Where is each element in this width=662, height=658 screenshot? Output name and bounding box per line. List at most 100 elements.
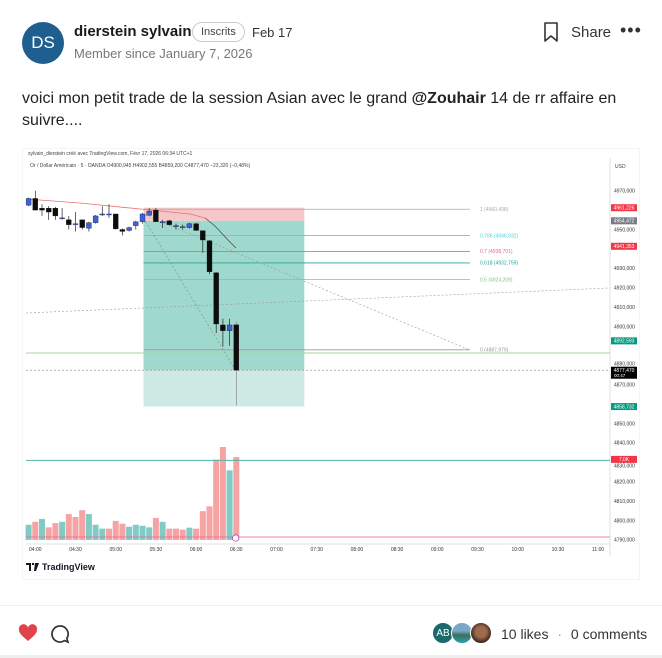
share-button[interactable]: Share: [571, 24, 612, 41]
y-tick-label: 4920,000: [614, 286, 635, 292]
volume-bar: [119, 523, 126, 540]
y-tick-label: 4870,000: [614, 383, 635, 389]
x-tick-label: 05:30: [150, 547, 163, 553]
chart-header-ohlc: Or / Dollar Américain · 5 · OANDA O4900,…: [30, 163, 251, 169]
volume-bar: [146, 527, 153, 540]
volume-bar: [85, 514, 92, 540]
fib-level-label: 0,618 (4932,759): [480, 261, 518, 267]
moving-average-line: [25, 198, 206, 219]
author-avatar[interactable]: DS: [22, 22, 64, 64]
y-tick-label: 4880,000: [614, 362, 635, 368]
position-stop-zone: [143, 207, 305, 221]
y-tick-label: 4810,000: [614, 499, 635, 505]
candle-body: [133, 221, 139, 226]
post-date: Feb 17: [252, 25, 293, 40]
volume-bar: [79, 510, 86, 540]
candle-body: [32, 198, 38, 211]
separator: ·: [557, 626, 563, 642]
x-tick-label: 07:30: [310, 547, 323, 553]
candle-body: [139, 213, 146, 222]
position-profit-zone: [143, 220, 305, 371]
more-options-icon[interactable]: •••: [620, 20, 642, 40]
y-tick-label: 4850,000: [614, 421, 635, 427]
candle-body: [226, 324, 233, 331]
price-label-badge: [611, 403, 637, 411]
x-tick-label: 04:30: [69, 547, 82, 553]
mention-link[interactable]: @Zouhair: [411, 90, 486, 107]
x-tick-label: 11:00: [592, 547, 604, 553]
candle-body: [113, 213, 119, 230]
comment-icon[interactable]: [50, 624, 70, 649]
x-tick-label: 05:00: [109, 547, 122, 553]
tradingview-brand: TradingView: [42, 562, 95, 572]
candle-body: [72, 223, 79, 225]
candle-body: [173, 225, 179, 227]
x-tick-label: 09:00: [431, 547, 444, 553]
volume-bar: [166, 528, 173, 540]
volume-bar: [65, 514, 72, 540]
x-tick-label: 08:00: [351, 547, 364, 553]
y-tick-label: 4970,000: [614, 189, 635, 195]
liker-avatar[interactable]: [470, 622, 492, 644]
chart-image[interactable]: 1 (4960,438) 0,786 (4946,932) 0,7 (4938,70…: [22, 148, 640, 580]
likes-count[interactable]: 10 likes: [501, 626, 549, 642]
candle-body: [66, 219, 72, 225]
y-tick-label: 4950,000: [614, 227, 635, 233]
volume-bar: [52, 523, 59, 540]
price-label: 4858,732: [614, 404, 635, 410]
volume-bar: [72, 516, 79, 540]
volume-bar: [186, 527, 193, 540]
candle-body: [166, 220, 172, 225]
candle-body: [159, 221, 166, 223]
x-tick-label: 07:00: [270, 547, 283, 553]
volume-bar: [25, 524, 32, 540]
fib-level-label: 0,7 (4938,701): [480, 249, 513, 255]
member-since: Member since January 7, 2026: [74, 46, 253, 61]
candle-body: [233, 324, 239, 371]
volume-bar: [152, 517, 159, 540]
candle-body: [106, 213, 112, 216]
price-label-badge: [611, 204, 637, 212]
price-label-badge: [611, 455, 637, 463]
volume-bar: [32, 521, 39, 540]
candle-body: [79, 219, 85, 228]
candle-body: [39, 208, 45, 211]
volume-bar: [219, 447, 226, 540]
volume-bar: [112, 520, 119, 540]
volume-bar: [206, 506, 213, 540]
diagonal-line: [144, 214, 471, 351]
chart-background: [22, 148, 640, 580]
countdown-label: 00:47: [614, 373, 626, 378]
candle-body: [220, 324, 226, 331]
volume-bar: [126, 526, 133, 540]
post-text-after: 14 de rr affaire en suivre....: [22, 90, 617, 129]
author-name[interactable]: dierstein sylvain: [74, 23, 192, 40]
price-label-badge: [611, 366, 637, 379]
candle-body: [213, 272, 219, 325]
volume-bar: [226, 470, 233, 540]
volume-bar: [159, 521, 166, 540]
price-chart[interactable]: 1 (4960,438) 0,786 (4946,932) 0,7 (4938,70…: [22, 148, 640, 580]
volume-bar: [173, 528, 179, 540]
candle-body: [200, 230, 206, 241]
fib-level-label: 0,786 (4946,932): [480, 233, 518, 239]
y-tick-label: 4900,000: [614, 324, 635, 330]
volume-bar: [199, 511, 206, 540]
candle-body: [180, 226, 186, 228]
bookmark-icon[interactable]: [542, 22, 560, 47]
divider: [0, 655, 662, 658]
candle-body: [153, 209, 159, 222]
candle-body: [146, 210, 152, 216]
comments-count[interactable]: 0 comments: [570, 626, 648, 642]
like-heart-icon[interactable]: [18, 624, 38, 647]
tradingview-logo: TradingView: [26, 562, 95, 572]
event-marker-icon: [232, 534, 240, 542]
x-tick-label: 04:00: [29, 547, 42, 553]
volume-bar: [92, 524, 99, 540]
x-tick-label: 10:00: [511, 547, 524, 553]
y-tick-label: 4930,000: [614, 266, 635, 272]
price-label: 4941,353: [614, 244, 635, 250]
volume-bar: [193, 528, 200, 540]
volume-bar: [213, 459, 220, 540]
candle-body: [206, 240, 213, 272]
